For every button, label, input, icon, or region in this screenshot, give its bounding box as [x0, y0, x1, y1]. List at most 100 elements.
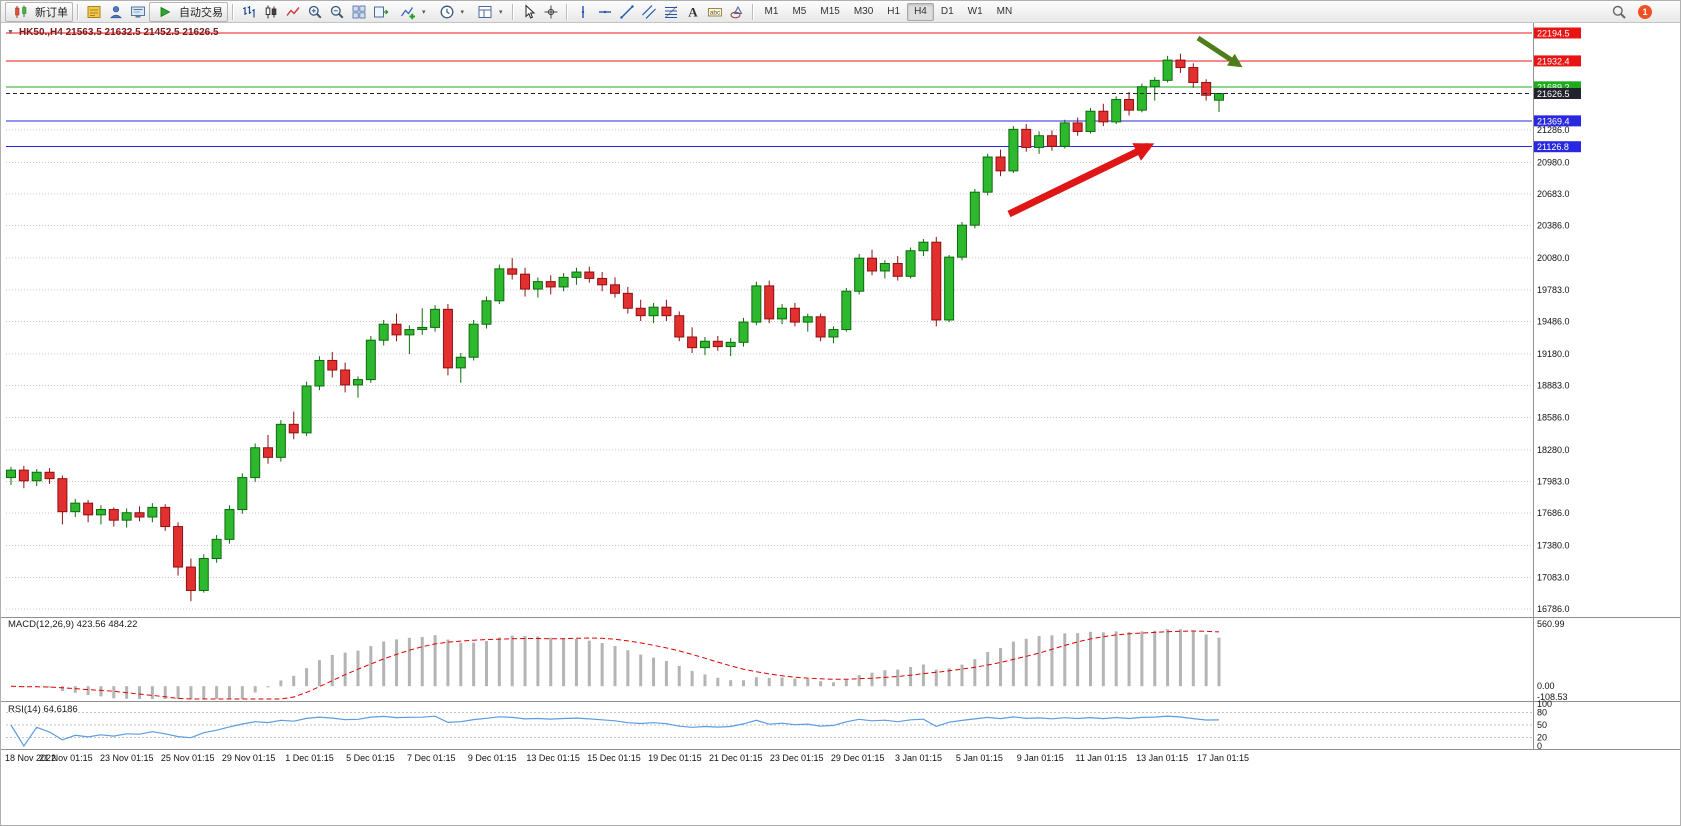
price-axis-label: 17983.0 [1537, 477, 1570, 487]
hline-icon[interactable] [594, 3, 616, 21]
chart-canvas[interactable]: 21286.0 20980.0 20683.0 20386.0 20080.0 19783… [1, 23, 1681, 826]
price-axis[interactable]: 21286.0 20980.0 20683.0 20386.0 20080.0 19783… [1534, 27, 1581, 752]
candle [854, 257, 865, 292]
new-order-button[interactable]: 新订单 [5, 1, 73, 22]
bar-chart-icon[interactable] [238, 3, 260, 21]
timeframe-h4[interactable]: H4 [907, 2, 934, 21]
market-watch-icon[interactable] [83, 3, 105, 21]
navigator-icon[interactable] [105, 3, 127, 21]
candle [622, 292, 633, 309]
candle [1008, 128, 1019, 172]
chevron-down-icon: ▾ [499, 8, 503, 16]
price-tag [1534, 55, 1581, 67]
timeframe-h1[interactable]: H1 [887, 5, 901, 17]
candle [340, 369, 351, 386]
line-chart-icon[interactable] [282, 3, 304, 21]
timeframe-m5[interactable]: M5 [792, 5, 807, 17]
candle [481, 300, 492, 325]
chevron-down-icon: ▾ [460, 8, 465, 16]
candle [1201, 81, 1212, 96]
autotrade-button[interactable]: 自动交易 [149, 1, 228, 22]
price-tag [1534, 81, 1581, 93]
candle [815, 316, 826, 338]
candle [892, 263, 903, 277]
price-tag-label: 21689.2 [1537, 82, 1570, 92]
grid-layer [6, 129, 1532, 610]
toolbar-separator [232, 3, 234, 20]
candle [455, 356, 466, 369]
candle [1098, 110, 1109, 123]
candle [31, 471, 42, 482]
candle [879, 263, 890, 272]
zoom-out-icon[interactable] [326, 3, 348, 21]
search-icon[interactable] [1608, 3, 1630, 21]
price-axis-label: 21286.0 [1537, 125, 1570, 135]
toolbar-separator [565, 3, 568, 20]
candle [969, 191, 980, 226]
macd-pane [10, 629, 1221, 700]
autotrade-label: 自动交易 [179, 6, 223, 19]
pane-separators [1, 23, 1680, 750]
vline-icon[interactable] [572, 3, 594, 21]
candle-chart-icon[interactable] [260, 3, 282, 21]
candle [70, 502, 81, 513]
period-button[interactable]: ▾ [431, 2, 470, 22]
candle [751, 285, 762, 323]
price-tag-label: 21369.4 [1537, 116, 1570, 126]
time-axis-label: 1 Dec 01:15 [285, 753, 334, 763]
candle [789, 307, 800, 323]
candle [995, 156, 1006, 172]
shapes-icon[interactable] [726, 3, 748, 21]
candle [828, 329, 839, 338]
zoom-in-icon[interactable] [304, 3, 326, 21]
cursor-icon[interactable] [518, 3, 540, 21]
chart-title: ▼ HK50.,H4 21563.5 21632.5 21452.5 21626… [7, 27, 219, 38]
chart-context-arrow-icon[interactable]: ▼ [7, 29, 14, 36]
candle [1111, 99, 1122, 123]
chart-area: 21286.0 20980.0 20683.0 20386.0 20080.0 19783… [1, 23, 1681, 826]
candle [1034, 135, 1045, 148]
candle [982, 156, 993, 193]
time-axis-label: 13 Dec 01:15 [526, 753, 580, 763]
autotrade-icon [154, 3, 176, 21]
tile-windows-icon[interactable] [348, 3, 370, 21]
template-button[interactable]: ▾ [469, 2, 508, 22]
candle [1188, 67, 1199, 83]
candle [1085, 110, 1096, 132]
time-axis-label: 23 Nov 01:15 [100, 753, 154, 763]
time-axis-label: 3 Jan 01:15 [895, 753, 942, 763]
candle [944, 256, 955, 321]
order-icon [10, 3, 32, 21]
time-axis-label: 18 Nov 2022 [5, 753, 56, 763]
price-axis-label: 16786.0 [1537, 604, 1570, 614]
label-icon[interactable]: abc [704, 3, 726, 21]
timeframe-mn[interactable]: MN [996, 5, 1013, 17]
candle [1072, 122, 1083, 132]
candle [494, 268, 505, 302]
chart-shift-icon[interactable] [370, 3, 392, 21]
timeframe-d1[interactable]: D1 [940, 5, 954, 17]
macd-axis-label: -108.53 [1537, 692, 1568, 702]
trendline-icon[interactable] [616, 3, 638, 21]
candle [83, 502, 94, 516]
time-axis-label: 13 Jan 01:15 [1136, 753, 1188, 763]
timeframe-m30[interactable]: M30 [853, 5, 874, 17]
channel-icon[interactable] [638, 3, 660, 21]
timeframe-w1[interactable]: W1 [967, 5, 983, 17]
candle [160, 506, 171, 528]
indicators-button[interactable]: ▾ [392, 2, 431, 22]
candle [301, 385, 312, 434]
terminal-icon[interactable] [127, 3, 149, 21]
notification-badge[interactable]: 1 [1638, 4, 1652, 19]
crosshair-icon[interactable] [540, 3, 562, 21]
toolbar-separator [511, 3, 514, 20]
timeframe-m1[interactable]: M1 [764, 5, 779, 17]
candle [571, 271, 582, 278]
timeframe-m15[interactable]: M15 [820, 5, 840, 17]
fibonacci-icon[interactable] [660, 3, 682, 21]
time-axis-label: 5 Jan 01:15 [956, 753, 1003, 763]
text-icon[interactable]: A [682, 3, 704, 21]
candle [674, 315, 685, 338]
